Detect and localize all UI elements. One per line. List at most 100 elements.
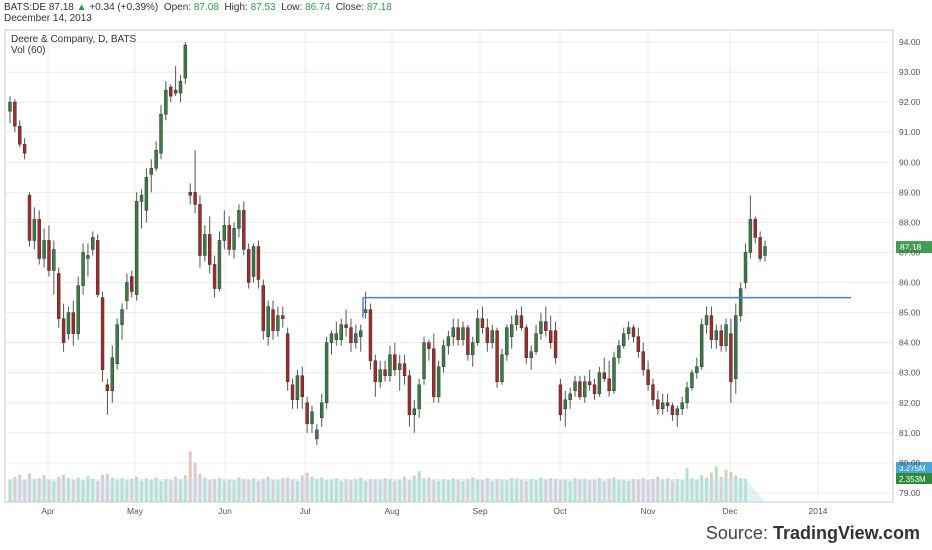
candle <box>441 339 446 373</box>
candle <box>699 318 704 370</box>
candle <box>690 369 694 391</box>
volume-bar <box>636 479 640 502</box>
volume-bar <box>222 481 226 502</box>
y-tick-label: 94.00 <box>899 37 921 47</box>
candle-body <box>699 324 704 367</box>
candle <box>709 306 714 349</box>
x-tick-label: 2014 <box>809 506 828 516</box>
low-value: 86.74 <box>305 2 331 13</box>
candle-body <box>724 324 728 346</box>
volume-indicator-label: Vol (60) <box>11 45 45 56</box>
volume-bar <box>534 480 538 502</box>
volume-bar <box>690 478 694 502</box>
candle <box>553 321 558 364</box>
candle <box>612 351 616 394</box>
candle-body <box>529 351 533 358</box>
candle-body <box>130 276 134 292</box>
candle <box>290 378 295 409</box>
candle-body <box>602 372 606 379</box>
volume-bar <box>227 479 231 502</box>
candle-body <box>568 393 572 401</box>
volume-bar <box>305 472 309 502</box>
volume-bar <box>315 478 319 502</box>
candle <box>295 369 300 409</box>
candle-body <box>363 309 368 313</box>
candle-body <box>432 348 436 398</box>
volume-bar <box>115 479 119 502</box>
volume-average-area <box>10 478 765 502</box>
candle-body <box>315 429 319 440</box>
candle <box>568 387 572 409</box>
candle <box>373 354 378 397</box>
candle-body <box>553 330 558 358</box>
candle-body <box>203 234 207 256</box>
candle-body <box>422 342 426 379</box>
volume-bar <box>169 480 173 502</box>
candle <box>592 378 597 400</box>
volume-bar <box>515 478 519 502</box>
volume-bar <box>500 479 504 502</box>
candle <box>534 324 538 355</box>
volume-bar <box>8 479 12 502</box>
candle-body <box>42 240 46 259</box>
candle <box>685 381 689 409</box>
candle <box>32 207 37 250</box>
volume-bar <box>291 479 294 502</box>
candle-body <box>266 306 270 337</box>
candle <box>251 243 256 283</box>
volume-bar <box>28 473 31 502</box>
candle-body <box>563 399 568 410</box>
candle-body <box>612 357 616 392</box>
volume-bar <box>719 476 723 502</box>
candle <box>115 318 119 370</box>
volume-bar <box>276 480 280 502</box>
volume-bar <box>656 476 660 502</box>
volume-bar <box>149 479 153 502</box>
candle <box>8 96 12 124</box>
candle <box>407 369 412 427</box>
volume-bar <box>57 476 61 502</box>
candle-body <box>427 342 431 349</box>
candle <box>334 321 339 346</box>
candle-body <box>285 333 290 382</box>
candle <box>753 216 757 244</box>
candle <box>480 306 485 334</box>
candle <box>524 324 529 364</box>
volume-bar <box>398 479 402 502</box>
volume-bar <box>661 479 665 502</box>
candle-body <box>475 318 480 343</box>
candle <box>125 273 129 310</box>
candle <box>436 360 441 403</box>
volume-bar <box>495 478 499 502</box>
volume-bar <box>734 475 738 502</box>
candle-body <box>207 234 212 265</box>
volume-bar <box>593 479 596 502</box>
y-tick-label: 81.00 <box>899 428 921 438</box>
candle-body <box>198 204 202 256</box>
candle-body <box>149 168 153 175</box>
candle-body <box>169 86 173 97</box>
volume-bar <box>705 477 709 502</box>
volume-bar <box>403 476 407 502</box>
candle <box>285 327 290 391</box>
candle-body <box>100 297 105 370</box>
candle <box>500 348 504 385</box>
candle-body <box>237 210 241 229</box>
volume-bar <box>261 478 265 502</box>
candle <box>13 99 17 133</box>
volume-bar <box>86 476 90 502</box>
candle <box>466 324 470 361</box>
volume-bar <box>320 477 324 502</box>
candle-body <box>534 333 538 352</box>
candle <box>563 390 568 427</box>
volume-bar <box>461 481 465 502</box>
candle <box>422 336 426 385</box>
candle <box>320 393 324 427</box>
y-tick-label: 86.00 <box>899 278 921 288</box>
volume-bar <box>393 481 397 502</box>
candle-body <box>480 318 485 328</box>
source-credit: Source: TradingView.com <box>706 523 920 544</box>
candle-body <box>261 285 266 331</box>
candle-body <box>402 363 407 376</box>
